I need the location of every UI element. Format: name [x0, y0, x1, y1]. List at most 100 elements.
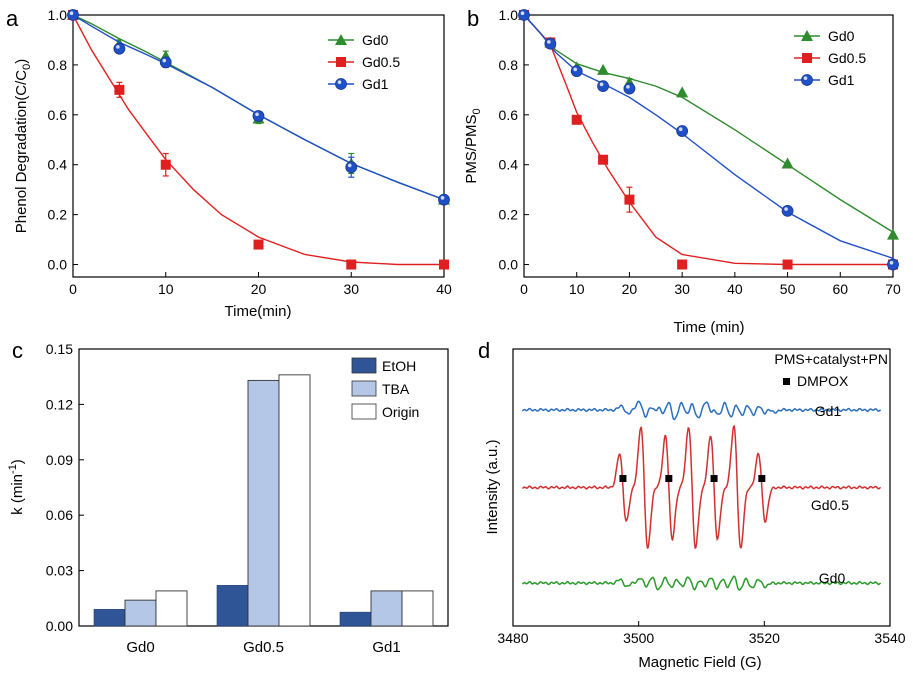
- panel-a-xtick-label: 10: [158, 281, 174, 297]
- panel-c-ytick-label: 0.03: [46, 563, 73, 579]
- panel-b-legend-label-Gd0.5: Gd0.5: [828, 50, 866, 66]
- panel-a-ytick-label: 0.8: [48, 57, 68, 73]
- panel-b-legend-marker-Gd0: [801, 30, 813, 41]
- panel-d-legend-marker: [783, 378, 790, 385]
- panel-b-ytick-label: 0.8: [499, 57, 519, 73]
- panel-label-b: b: [467, 6, 479, 31]
- panel-d-dmpox-marker: [758, 475, 766, 482]
- panel-a-fit-line-Gd1: [72, 14, 445, 201]
- panel-c-legend-label-EtOH: EtOH: [382, 358, 416, 374]
- panel-b-point-Gd0: [597, 63, 610, 75]
- panel-b-point-Gd0.5: [624, 194, 635, 205]
- panel-b-xtick-label: 70: [885, 281, 901, 297]
- panel-b-ylabel: PMS/PMS0: [463, 108, 483, 183]
- panel-b-point-Gd1-highlight: [547, 40, 551, 44]
- panel-a-point-Gd1: [438, 193, 450, 206]
- panel-b-legend-marker-Gd0.5: [802, 53, 812, 63]
- panel-a-ytick-label: 1.0: [48, 7, 68, 23]
- panel-b-point-Gd1: [887, 258, 899, 271]
- panel-d-xtick-label: 3520: [749, 630, 780, 646]
- panel-b-frame: [523, 14, 894, 278]
- panel-a-point-Gd1: [252, 110, 265, 122]
- panel-a-xtick-label: 30: [343, 281, 359, 297]
- panel-b-xtick-label: 20: [622, 281, 638, 297]
- panel-a-legend-marker-Gd1: [335, 78, 347, 90]
- panel-c-bar-TBA-Gd0.5: [247, 379, 280, 627]
- panel-b-xtick-label: 0: [520, 281, 528, 297]
- panel-b-ytick-label: 0.2: [499, 207, 519, 223]
- panel-label-d: d: [478, 338, 490, 363]
- panel-c-legend-label-TBA: TBA: [382, 381, 410, 397]
- panel-a-point-Gd1-highlight: [440, 196, 445, 200]
- panel-c-bar-TBA-Gd1: [370, 590, 403, 627]
- panel-b-point-Gd1: [518, 9, 530, 21]
- panel-b-point-Gd1: [676, 125, 689, 137]
- chart-panel-d: 3480 3500 3520 3540 Gd1 Gd0.5 Gd0 PMS+catalyst+…: [484, 348, 906, 671]
- panel-b-xtick-label: 50: [780, 281, 796, 297]
- panel-a-fit-line-Gd0.5: [72, 14, 444, 266]
- panel-a-point-Gd1-highlight: [162, 58, 167, 63]
- panel-a-ylabel: Phenol Degradation(C/C0): [13, 59, 33, 234]
- panel-label-a: a: [6, 6, 19, 31]
- panel-b-point-Gd1-highlight: [520, 11, 525, 15]
- panel-a-point-Gd0.5: [346, 259, 357, 270]
- panel-b-point-Gd1-highlight: [599, 82, 604, 87]
- panel-d-trace-Gd1: [521, 400, 882, 421]
- panel-a-xlabel: Time(min): [225, 303, 292, 320]
- panel-a-legend-marker-Gd0.5: [336, 57, 346, 67]
- chart-panel-a: 0 10 20 30 40 0.0 0.2 0.4 0.6 0.8 1.0 Gd0 Gd0.5 Gd1 Ti…: [13, 7, 452, 320]
- panel-b-point-Gd1: [623, 82, 636, 95]
- panel-c-bar-EtOH-Gd0: [93, 609, 126, 627]
- panel-b-point-Gd0: [676, 86, 689, 98]
- panel-b-point-Gd1-highlight: [889, 260, 894, 265]
- panel-c-ytick-label: 0.06: [46, 507, 73, 523]
- panel-b-point-Gd1-highlight: [626, 85, 630, 89]
- panel-b-point-Gd1-highlight: [784, 207, 788, 211]
- panel-b-xtick-label: 60: [832, 281, 848, 297]
- panel-d-ylabel: Intensity (a.u.): [484, 439, 501, 534]
- panel-b-point-Gd0: [887, 228, 899, 240]
- panel-b-point-Gd0.5: [571, 114, 582, 125]
- panel-a-point-Gd0.5: [253, 239, 264, 250]
- panel-d-dmpox-marker: [619, 475, 627, 482]
- panel-c-bar-Origin-Gd1: [401, 590, 434, 627]
- panel-d-legend-label: DMPOX: [797, 373, 849, 389]
- panel-c-bar-TBA-Gd0: [124, 599, 157, 627]
- panel-a-point-Gd1: [345, 161, 358, 174]
- panel-c-ytick-label: 0.00: [46, 618, 73, 634]
- chart-panel-b: 0 10 20 30 40 50 60 70 0.0 0.2 0.4 0.6 0.8 1.0 Gd0 Gd0.…: [463, 7, 901, 336]
- panel-d-legend-title: PMS+catalyst+PN: [774, 351, 888, 367]
- panel-a-xtick-label: 20: [251, 281, 267, 297]
- panel-d-trace-label-Gd1: Gd1: [815, 403, 842, 419]
- panel-b-xlabel: Time (min): [673, 319, 744, 336]
- panel-a-point-Gd0.5: [439, 259, 449, 270]
- panel-c-bar-EtOH-Gd0.5: [216, 585, 249, 627]
- panel-d-xtick-label: 3480: [497, 630, 528, 646]
- panel-d-frame: [512, 348, 891, 627]
- panel-b-point-Gd0: [781, 157, 794, 169]
- panel-b-xtick-label: 40: [727, 281, 743, 297]
- panel-a-point-Gd1-highlight: [255, 112, 259, 117]
- panel-b-point-Gd1: [597, 80, 609, 93]
- panel-b-xtick-label: 10: [569, 281, 585, 297]
- panel-d-xtick-label: 3540: [874, 630, 905, 646]
- panel-c-ytick-label: 0.09: [46, 452, 73, 468]
- panel-a-xtick-label: 40: [436, 281, 452, 297]
- panel-c-ylabel: k (min-1): [7, 459, 26, 515]
- panel-c-category-label: Gd0: [126, 639, 154, 656]
- panel-a-xtick-label: 0: [69, 281, 77, 297]
- panel-a-legend-label-Gd0: Gd0: [362, 32, 389, 48]
- panel-b-point-Gd1: [544, 37, 557, 50]
- panel-c-ytick-label: 0.15: [46, 341, 73, 357]
- panel-a-point-Gd0.5: [160, 159, 171, 170]
- panel-b-ytick-label: 1.0: [499, 7, 519, 23]
- chart-panel-c: 0.00 0.03 0.06 0.09 0.12 0.15 Gd0 Gd0.5 Gd1 EtOH T…: [7, 341, 449, 656]
- panel-c-bar-Origin-Gd0: [155, 590, 188, 627]
- panel-c-legend-label-Origin: Origin: [382, 404, 419, 420]
- panel-b-ytick-label: 0.0: [499, 257, 519, 273]
- panel-d-dmpox-marker: [665, 475, 673, 482]
- panel-a-point-Gd1-highlight: [69, 11, 74, 15]
- panel-b-point-Gd1-highlight: [573, 67, 578, 72]
- panel-c-category-label: Gd0.5: [243, 639, 284, 656]
- panel-b-point-Gd0.5: [782, 259, 793, 270]
